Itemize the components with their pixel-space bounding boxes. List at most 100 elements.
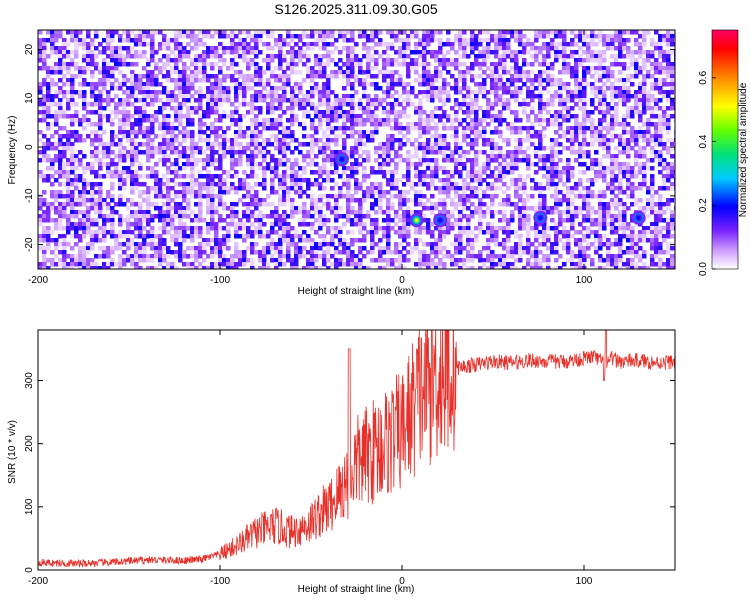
heatmap-cell [658,206,663,211]
heatmap-cell [570,142,575,147]
heatmap-cell [174,162,179,167]
heatmap-cell [230,218,235,223]
heatmap-cell [226,98,231,103]
heatmap-cell [542,34,547,39]
heatmap-cell [646,134,651,139]
heatmap-cell [70,62,75,67]
heatmap-cell [482,190,487,195]
heatmap-cell [566,126,571,131]
heatmap-cell [346,126,351,131]
heatmap-cell [494,78,499,83]
heatmap-cell [150,50,155,55]
heatmap-cell [434,206,439,211]
heatmap-cell [102,150,107,155]
heatmap-cell [98,186,103,191]
heatmap-cell [262,118,267,123]
heatmap-cell [602,178,607,183]
heatmap-cell [102,222,107,227]
heatmap-cell [566,158,571,163]
heatmap-cell [186,42,191,47]
heatmap-cell [54,114,59,119]
heatmap-cells [38,30,675,269]
heatmap-cell [438,74,443,79]
heatmap-cell [234,98,239,103]
heatmap-cell [426,82,431,87]
heatmap-cell [514,94,519,99]
heatmap-cell [666,94,671,99]
heatmap-cell [406,70,411,75]
heatmap-cell [410,30,415,35]
heatmap-cell [242,50,247,55]
heatmap-cell [198,182,203,187]
heatmap-cell [522,198,527,203]
heatmap-cell [278,218,283,223]
heatmap-cell [110,130,115,135]
heatmap-cell [526,158,531,163]
heatmap-cell [578,46,583,51]
heatmap-cell [150,154,155,159]
heatmap-cell [534,50,539,55]
heatmap-cell [550,82,555,87]
heatmap-cell [590,190,595,195]
heatmap-cell [294,102,299,107]
heatmap-cell [574,186,579,191]
heatmap-cell [490,82,495,87]
heatmap-cell [94,30,99,35]
heatmap-cell [250,118,255,123]
heatmap-cell [182,54,187,59]
heatmap-cell [458,170,463,175]
heatmap-cell [102,174,107,179]
heatmap-cell [326,178,331,183]
heatmap-cell [434,166,439,171]
heatmap-cell [450,62,455,67]
heatmap-cell [598,194,603,199]
heatmap-cell [658,126,663,131]
heatmap-cell [190,110,195,115]
heatmap-cell [654,154,659,159]
heatmap-cell [434,30,439,35]
heatmap-cell [42,118,47,123]
heatmap-cell [582,130,587,135]
heatmap-cell [466,186,471,191]
heatmap-cell [226,150,231,155]
heatmap-cell [294,54,299,59]
heatmap-cell [370,206,375,211]
heatmap-cell [558,94,563,99]
heatmap-cell [170,106,175,111]
heatmap-cell [582,198,587,203]
heatmap-cell [486,30,491,35]
heatmap-cell [462,154,467,159]
heatmap-cell [642,134,647,139]
heatmap-cell [506,218,511,223]
heatmap-cell [406,222,411,227]
heatmap-cell [378,38,383,43]
heatmap-cell [422,154,427,159]
heatmap-cell [58,30,63,35]
heatmap-cell [182,138,187,143]
heatmap-cell [118,170,123,175]
heatmap-cell [610,174,615,179]
heatmap-cell [642,210,647,215]
heatmap-cell [186,214,191,219]
heatmap-cell [562,62,567,67]
heatmap-cell [290,214,295,219]
heatmap-cell [374,170,379,175]
heatmap-cell [502,214,507,219]
heatmap-cell [474,174,479,179]
heatmap-cell [578,38,583,43]
heatmap-cell [602,102,607,107]
heatmap-cell [82,186,87,191]
heatmap-cell [46,226,51,231]
heatmap-cell [226,186,231,191]
heatmap-cell [166,206,171,211]
heatmap-cell [178,54,183,59]
heatmap-cell [646,138,651,143]
heatmap-cell [114,66,119,71]
heatmap-cell [670,218,675,223]
heatmap-cell [90,110,95,115]
heatmap-cell [322,114,327,119]
heatmap-cell [502,54,507,59]
heatmap-cell [354,122,359,127]
heatmap-cell [250,150,255,155]
heatmap-cell [398,146,403,151]
